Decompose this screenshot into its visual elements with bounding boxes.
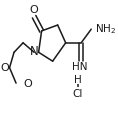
Text: H: H	[74, 75, 82, 85]
Text: O: O	[30, 5, 38, 15]
Text: O: O	[1, 63, 9, 73]
Text: O: O	[23, 79, 32, 89]
Text: Cl: Cl	[73, 89, 83, 99]
Text: N: N	[30, 45, 38, 58]
Text: HN: HN	[72, 62, 88, 72]
Text: NH$_2$: NH$_2$	[95, 22, 116, 36]
